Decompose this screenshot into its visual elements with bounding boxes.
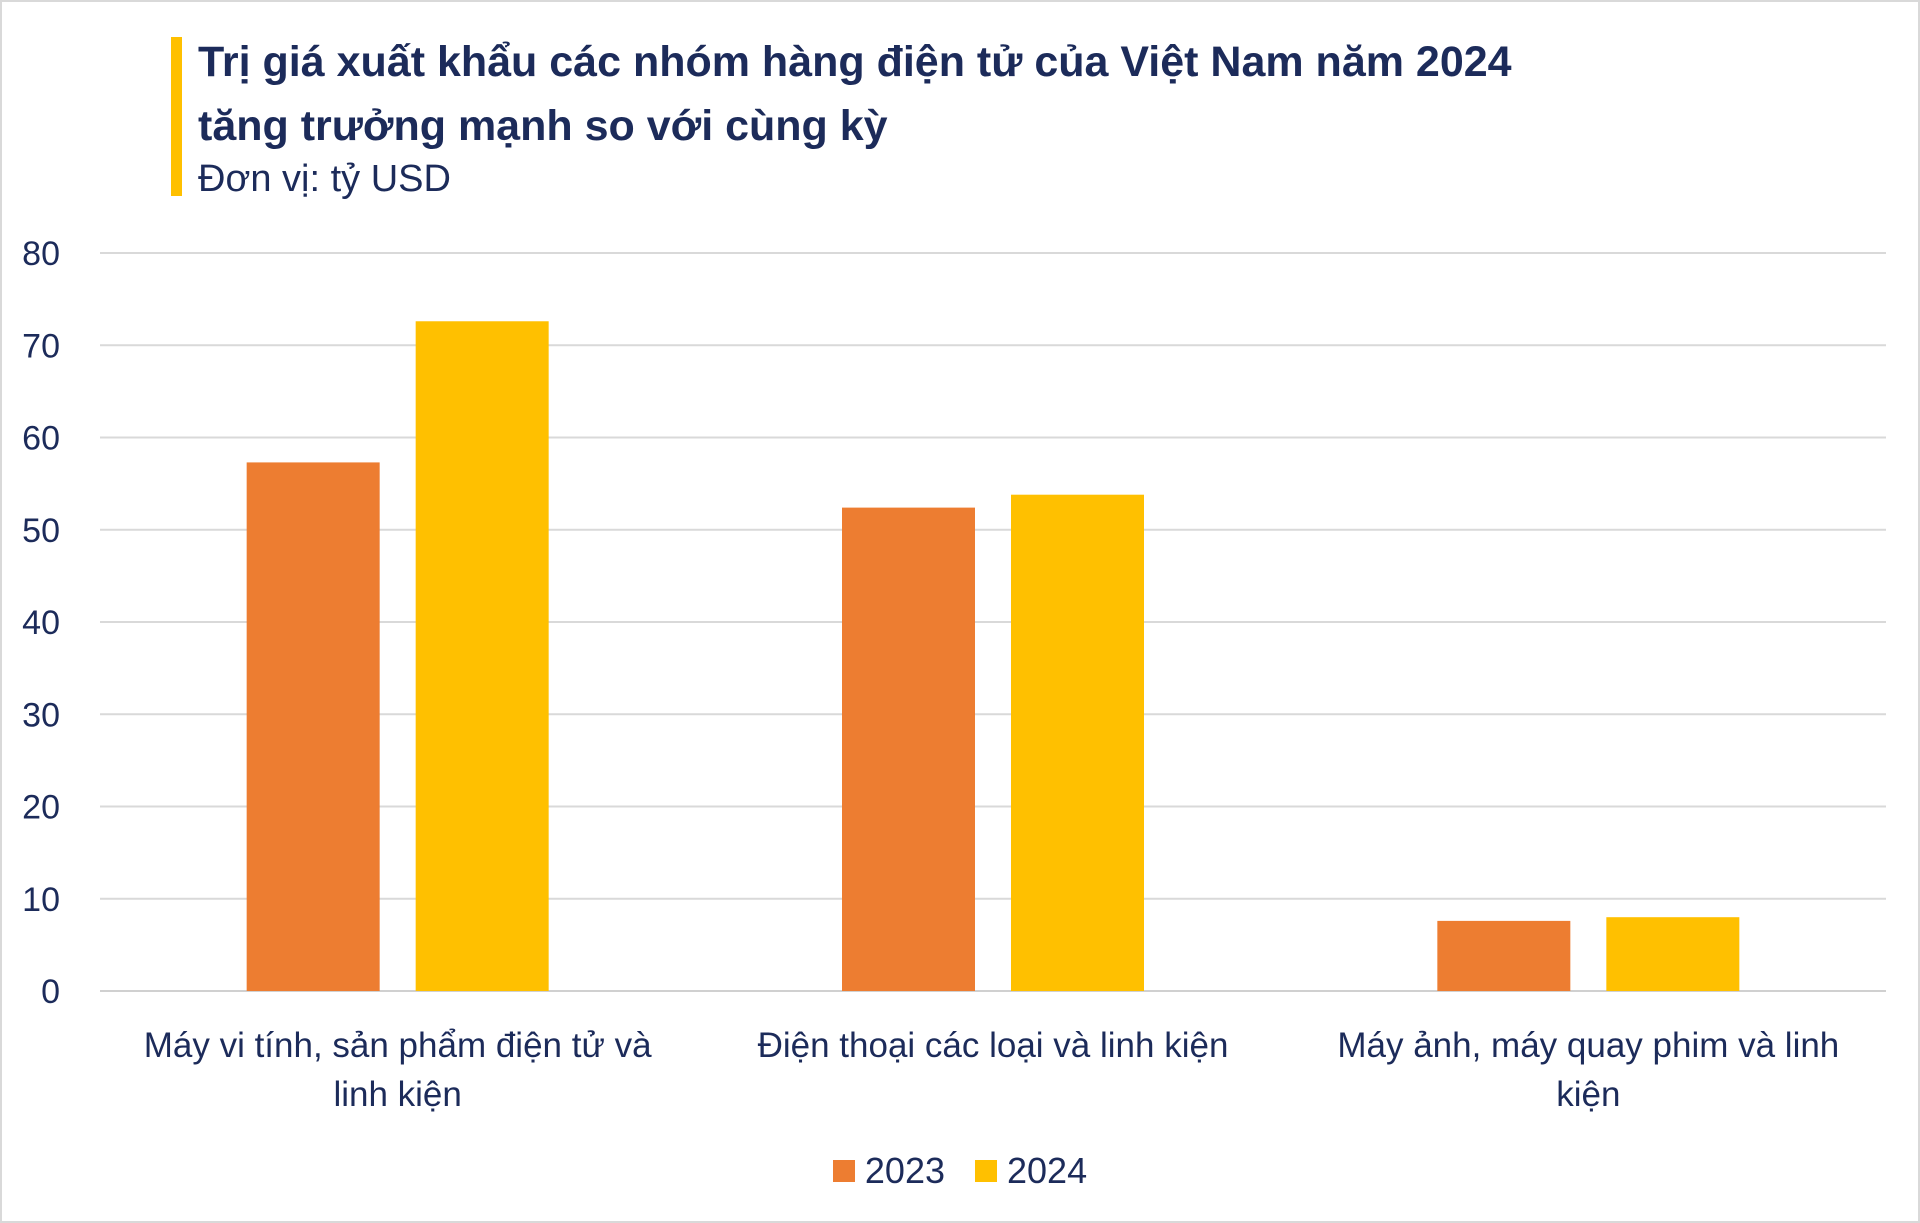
legend-label-2023: 2023 bbox=[864, 1150, 945, 1191]
y-tick-label: 70 bbox=[22, 327, 60, 365]
x-tick-label: linh kiện bbox=[333, 1075, 461, 1114]
y-tick-label: 0 bbox=[41, 973, 60, 1011]
legend: 2023 2024 bbox=[0, 1150, 1920, 1192]
x-tick-label: Máy vi tính, sản phẩm điện tử và bbox=[144, 1026, 652, 1065]
legend-label-2024: 2024 bbox=[1007, 1150, 1088, 1191]
x-tick-label: Máy ảnh, máy quay phim và linh bbox=[1337, 1026, 1839, 1065]
bar-2024-2 bbox=[1606, 917, 1740, 991]
y-tick-label: 50 bbox=[22, 512, 60, 550]
bar-2024-0 bbox=[415, 321, 549, 991]
bar-2024-1 bbox=[1011, 494, 1144, 991]
bar-2023-0 bbox=[246, 462, 380, 992]
y-tick-label: 40 bbox=[22, 604, 60, 642]
legend-swatch-2023 bbox=[832, 1160, 855, 1182]
chart-title: Trị giá xuất khẩu các nhóm hàng điện tử … bbox=[198, 30, 1512, 158]
bar-2023-2 bbox=[1437, 920, 1571, 991]
y-tick-label: 60 bbox=[22, 420, 60, 458]
title-accent-bar bbox=[171, 37, 182, 196]
bar-2023-1 bbox=[842, 507, 975, 991]
legend-item-2024: 2024 bbox=[975, 1150, 1087, 1192]
y-tick-label: 30 bbox=[22, 696, 60, 734]
x-tick-label: kiện bbox=[1556, 1075, 1620, 1114]
chart-subtitle: Đơn vị: tỷ USD bbox=[198, 158, 451, 200]
y-tick-label: 20 bbox=[22, 789, 60, 827]
chart-title-line-1: Trị giá xuất khẩu các nhóm hàng điện tử … bbox=[198, 38, 1512, 86]
y-tick-label: 10 bbox=[22, 881, 60, 919]
legend-swatch-2024 bbox=[975, 1160, 997, 1182]
chart-title-line-2: tăng trưởng mạnh so với cùng kỳ bbox=[198, 102, 888, 150]
x-tick-label: Điện thoại các loại và linh kiện bbox=[758, 1026, 1229, 1065]
y-tick-label: 80 bbox=[22, 235, 60, 273]
legend-item-2023: 2023 bbox=[832, 1150, 945, 1192]
